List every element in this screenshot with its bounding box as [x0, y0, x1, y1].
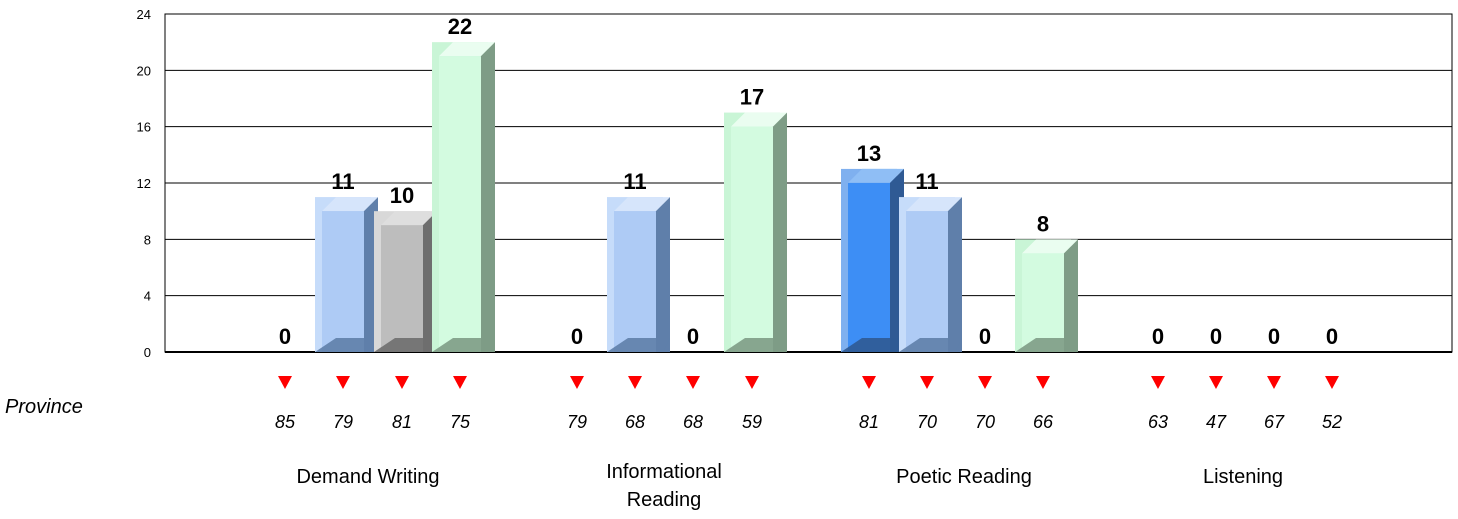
bar-base: [899, 338, 962, 352]
bar: [322, 211, 364, 352]
bar: [906, 211, 948, 352]
down-triangle-icon: [395, 376, 409, 389]
bar-base: [374, 338, 437, 352]
down-triangle-icon: [453, 376, 467, 389]
down-triangle-icon: [1209, 376, 1223, 389]
bar-value-label: 0: [1268, 324, 1280, 349]
down-triangle-icon: [1325, 376, 1339, 389]
bar: [439, 56, 481, 353]
bar-base: [432, 338, 495, 352]
bar-value-label: 0: [687, 324, 699, 349]
province-value: 59: [742, 412, 762, 432]
bar-value-label: 0: [1210, 324, 1222, 349]
bar-value-label: 17: [740, 85, 764, 110]
bar-side: [481, 42, 495, 353]
bar-value-label: 22: [448, 14, 472, 39]
bar-value-label: 8: [1037, 211, 1049, 236]
bar-group: 0 79 11 68 0 68 17 59 Informational Reading: [567, 85, 787, 511]
category-label-line: Listening: [1203, 466, 1283, 488]
y-tick-label: 24: [137, 7, 151, 22]
province-value: 47: [1206, 412, 1227, 432]
bar-value-label: 10: [390, 183, 414, 208]
bar-top: [614, 197, 670, 212]
province-value: 79: [333, 412, 353, 432]
bar: [1022, 253, 1064, 352]
down-triangle-icon: [1036, 376, 1050, 389]
down-triangle-icon: [686, 376, 700, 389]
y-tick-label: 20: [137, 63, 151, 78]
down-triangle-icon: [862, 376, 876, 389]
down-triangle-icon: [978, 376, 992, 389]
bar-side: [948, 197, 962, 352]
down-triangle-icon: [745, 376, 759, 389]
province-value: 52: [1322, 412, 1342, 432]
down-triangle-icon: [1267, 376, 1281, 389]
bar-base: [607, 338, 670, 352]
category-label: Informational Reading: [606, 461, 722, 511]
bar-base: [841, 338, 904, 352]
category-label-line: Informational: [606, 461, 722, 483]
province-value: 81: [392, 412, 412, 432]
bar-top: [322, 197, 378, 212]
category-label-line: Demand Writing: [296, 466, 439, 488]
bar-value-label: 0: [279, 324, 291, 349]
bar-side: [1064, 239, 1078, 352]
y-tick-label: 8: [144, 232, 151, 247]
y-tick-label: 12: [137, 176, 151, 191]
category-label: Listening: [1203, 466, 1283, 488]
province-value: 70: [917, 412, 937, 432]
down-triangle-icon: [278, 376, 292, 389]
bar-value-label: 11: [623, 169, 646, 194]
bar: [381, 225, 423, 352]
province-value: 75: [450, 412, 471, 432]
bar-top: [848, 168, 904, 183]
y-tick-label: 4: [144, 289, 151, 304]
down-triangle-icon: [570, 376, 584, 389]
bar-value-label: 0: [979, 324, 991, 349]
province-value: 68: [625, 412, 645, 432]
province-value: 67: [1264, 412, 1285, 432]
bar: [614, 211, 656, 352]
bar-side: [773, 112, 787, 352]
down-triangle-icon: [628, 376, 642, 389]
bar-base: [724, 338, 787, 352]
province-value: 70: [975, 412, 995, 432]
category-label-line: Poetic Reading: [896, 466, 1032, 488]
province-row-label: Province: [5, 396, 83, 418]
province-value: 68: [683, 412, 703, 432]
bar-top: [906, 197, 962, 212]
bar-base: [1015, 338, 1078, 352]
bar-value-label: 0: [571, 324, 583, 349]
category-label-line: Reading: [627, 489, 702, 511]
bar-top: [439, 42, 495, 57]
bar-top: [1022, 239, 1078, 254]
bar-value-label: 13: [857, 141, 881, 166]
bar: [731, 126, 773, 352]
province-value: 63: [1148, 412, 1168, 432]
bar: [848, 182, 890, 352]
province-value: 79: [567, 412, 587, 432]
bar-top: [381, 211, 437, 226]
bar-base: [315, 338, 378, 352]
down-triangle-icon: [336, 376, 350, 389]
bar-group: 0 63 0 47 0 67 0 52 Listening: [1148, 324, 1342, 488]
bar-group: 13 81 11 70 0 70 8 66 Poetic Reading: [841, 141, 1078, 488]
province-value: 81: [859, 412, 879, 432]
y-tick-label: 0: [144, 345, 151, 360]
bar-value-label: 0: [1152, 324, 1164, 349]
y-tick-label: 16: [137, 120, 151, 135]
bar-value-label: 0: [1326, 324, 1338, 349]
province-value: 85: [275, 412, 296, 432]
province-value: 66: [1033, 412, 1054, 432]
bar-group: 0 85 11 79 10 81 22 75 Demand Writing: [275, 14, 495, 488]
category-label: Poetic Reading: [896, 466, 1032, 488]
bar-value-label: 11: [915, 169, 938, 194]
down-triangle-icon: [920, 376, 934, 389]
bar-value-label: 11: [331, 169, 354, 194]
bar-top: [731, 112, 787, 127]
bar-side: [656, 197, 670, 352]
category-label: Demand Writing: [296, 466, 439, 488]
down-triangle-icon: [1151, 376, 1165, 389]
